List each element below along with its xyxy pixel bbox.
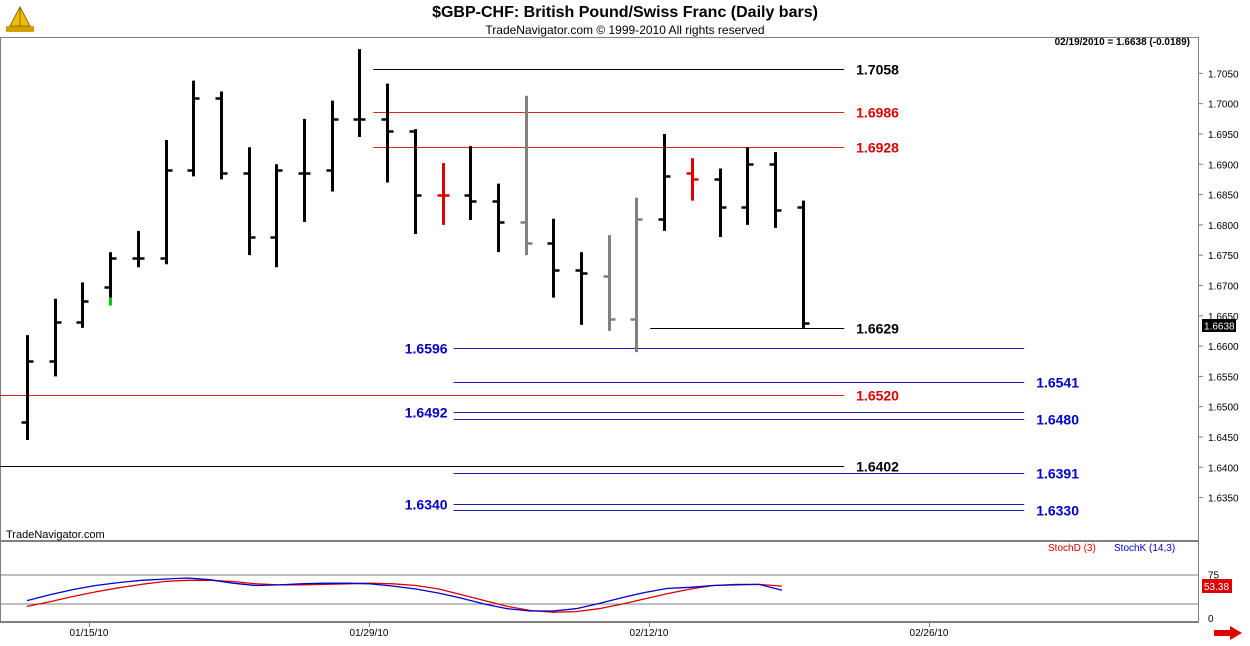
price-bar (575, 252, 588, 325)
date-tick-label: 02/26/10 (910, 628, 949, 639)
stochd-legend: StochD (3) (1048, 543, 1096, 554)
price-bar (630, 197, 643, 353)
brand-label: TradeNavigator.com (6, 529, 105, 541)
level-label: 1.6986 (856, 105, 899, 121)
level-label: 1.6340 (405, 497, 448, 513)
stochk-line (26, 577, 783, 612)
price-bar (409, 129, 422, 234)
price-bar (187, 80, 200, 177)
stoch-tick-label: 0 (1208, 614, 1214, 625)
stochastic-lines: 75 0 (0, 571, 1220, 625)
price-bar (76, 282, 89, 328)
date-tick-label: 01/15/10 (70, 628, 109, 639)
stochastic-value-label: 53.38 (1204, 582, 1229, 593)
stochd-line (26, 579, 783, 613)
level-label: 1.6629 (856, 321, 899, 337)
chart-title: $GBP-CHF: British Pound/Swiss Franc (Dai… (432, 4, 818, 21)
stochk-legend: StochK (14,3) (1114, 543, 1176, 554)
price-bar (741, 147, 754, 225)
price-panel-frame (0, 37, 1199, 541)
stoch-tick-label: 75 (1208, 571, 1220, 582)
date-axis: 01/15/10 01/29/10 02/12/10 02/26/10 (70, 622, 949, 639)
price-bar (520, 95, 533, 256)
price-axis: 1.7050 1.7000 1.6950 1.6900 1.6850 1.6800 1.67… (1199, 69, 1239, 505)
level-label: 1.6596 (405, 341, 448, 357)
price-tick-label: 1.6600 (1208, 342, 1239, 353)
price-bar (298, 118, 311, 222)
price-bar (437, 163, 450, 225)
support-resistance-levels: 1.7058 1.6986 1.6928 1.6629 1.6596 1.6541 1.65… (0, 62, 1079, 519)
price-tick-label: 1.6900 (1208, 160, 1239, 171)
price-bar (603, 235, 616, 331)
price-tick-label: 1.6650 (1208, 312, 1239, 323)
trade-navigator-logo-icon (4, 4, 36, 34)
price-tick-label: 1.7050 (1208, 69, 1239, 80)
level-label: 1.6480 (1036, 412, 1079, 428)
level-label: 1.6402 (856, 459, 899, 475)
price-bar (464, 146, 477, 221)
price-tick-label: 1.6850 (1208, 191, 1239, 202)
quote-header: 02/19/2010 = 1.6638 (-0.0189) (1054, 37, 1190, 48)
price-bar (132, 230, 145, 268)
level-label: 1.6520 (856, 388, 899, 404)
price-bar (215, 91, 228, 180)
price-tick-label: 1.6350 (1208, 494, 1239, 505)
level-label: 1.7058 (856, 62, 899, 78)
price-tick-label: 1.6950 (1208, 130, 1239, 141)
price-bar (658, 133, 671, 231)
level-label: 1.6928 (856, 140, 899, 156)
price-bar (492, 183, 505, 253)
price-tick-label: 1.6500 (1208, 403, 1239, 414)
price-bar (547, 218, 560, 298)
price-tick-label: 1.6400 (1208, 463, 1239, 474)
level-label: 1.6492 (405, 405, 448, 421)
price-bar (353, 49, 366, 137)
price-tick-label: 1.6800 (1208, 221, 1239, 232)
price-bar (49, 298, 62, 377)
last-price-tag (1202, 319, 1236, 332)
price-bar (797, 200, 810, 328)
price-bar (714, 168, 727, 237)
price-tick-label: 1.6750 (1208, 251, 1239, 262)
price-bar (769, 152, 782, 228)
price-tick-label: 1.6450 (1208, 433, 1239, 444)
date-tick-label: 02/12/10 (630, 628, 669, 639)
chart-subtitle: TradeNavigator.com © 1999-2010 All right… (485, 23, 765, 37)
price-bar (326, 100, 339, 192)
level-label: 1.6391 (1036, 466, 1079, 482)
stochastic-value-tag (1202, 579, 1232, 593)
price-bar (104, 252, 117, 306)
price-tick-label: 1.6700 (1208, 281, 1239, 292)
price-bar (381, 83, 394, 183)
level-label: 1.6541 (1036, 375, 1079, 391)
price-bar (243, 147, 256, 256)
price-bar (21, 335, 34, 441)
price-tick-label: 1.7000 (1208, 100, 1239, 111)
date-tick-label: 01/29/10 (350, 628, 389, 639)
level-label: 1.6330 (1036, 503, 1079, 519)
next-page-arrow-icon[interactable] (1212, 625, 1244, 641)
price-bars (21, 49, 810, 441)
price-bar (160, 140, 173, 265)
price-bar (686, 158, 699, 201)
price-tick-label: 1.6550 (1208, 372, 1239, 383)
price-bar (270, 164, 283, 268)
last-price-label: 1.6638 (1204, 322, 1235, 333)
stochastic-panel-frame (0, 541, 1199, 622)
